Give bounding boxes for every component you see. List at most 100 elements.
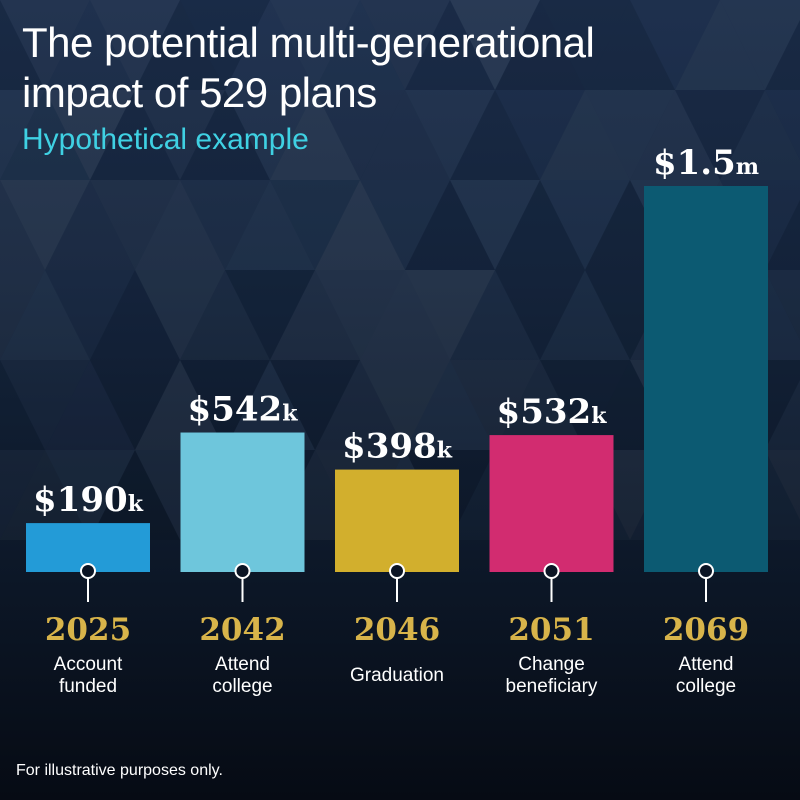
- page-subtitle: Hypothetical example: [22, 123, 309, 156]
- background-facet: [765, 200, 800, 270]
- background-facet: [0, 270, 90, 360]
- background-facet: [0, 90, 45, 180]
- background-facet: [315, 0, 405, 90]
- data-label-2042: $542k: [188, 390, 299, 430]
- background-facet: [90, 0, 180, 90]
- background-facet: [585, 0, 675, 90]
- event-label-line: Graduation: [349, 665, 444, 686]
- background-facet: [765, 380, 800, 450]
- data-label-2025: $190k: [33, 480, 144, 520]
- background-facet: [225, 180, 315, 270]
- year-label-2025: 2025: [45, 612, 131, 648]
- background-facet: [450, 180, 540, 270]
- background-facet: [0, 450, 45, 540]
- background-facet: [360, 270, 450, 360]
- background-facet: [180, 90, 270, 180]
- background-facet: [540, 360, 630, 450]
- background-facet: [180, 360, 270, 450]
- background-facet: [360, 360, 450, 450]
- data-label-2051: $532k: [497, 392, 608, 432]
- event-label: Graduation: [322, 665, 472, 687]
- background-facet: [225, 90, 315, 180]
- background-facet: [270, 360, 360, 450]
- background-facet: [495, 180, 585, 270]
- bar-2042: [180, 432, 305, 572]
- event-label-line: college: [212, 676, 273, 697]
- background-facet: [90, 360, 180, 450]
- background-facet: [270, 270, 360, 360]
- year-label-2051: 2051: [508, 612, 594, 648]
- event-label-line: college: [675, 676, 737, 697]
- event-label-line: Change: [518, 654, 585, 675]
- background-facet: [0, 90, 90, 180]
- background-facet: [450, 0, 540, 90]
- data-label-2069: $1.5m: [653, 143, 759, 183]
- background-facet: [765, 450, 800, 520]
- bar-2046: [335, 469, 459, 572]
- footnote: For illustrative purposes only.: [16, 762, 223, 779]
- background-facet: [360, 180, 450, 270]
- background-facet: [315, 180, 405, 270]
- bar-2069: [644, 186, 768, 572]
- background-facet: [405, 180, 495, 270]
- background-facet: [180, 180, 270, 270]
- year-label-2069: 2069: [663, 612, 749, 648]
- background-facet: [540, 270, 630, 360]
- marker-circle: [234, 563, 251, 579]
- marker-circle: [543, 563, 560, 579]
- background-facet: [450, 270, 540, 360]
- background-facet: [0, 180, 45, 270]
- event-label: Attend college: [631, 654, 781, 698]
- event-label-line: beneficiary: [505, 676, 598, 697]
- background-facet: [585, 90, 675, 180]
- background-facet: [675, 0, 765, 90]
- background-facet: [720, 0, 800, 90]
- background-facet: [90, 180, 180, 270]
- year-label-2042: 2042: [199, 612, 285, 648]
- background-facet: [135, 270, 225, 360]
- bar-2051: [489, 435, 614, 572]
- background-facet: [0, 180, 90, 270]
- background-facet: [225, 270, 315, 360]
- background-facet: [495, 0, 585, 90]
- data-label-2046: $398k: [342, 427, 453, 467]
- year-label-2046: 2046: [354, 612, 440, 648]
- background-facet: [405, 270, 495, 360]
- background-facet: [180, 0, 270, 90]
- background-facet: [270, 90, 360, 180]
- background-facet: [45, 90, 135, 180]
- page-title: The potential multi-generational impact …: [22, 19, 595, 116]
- event-label-line: Attend: [678, 654, 734, 675]
- background-facet: [540, 0, 630, 90]
- marker-circle: [698, 563, 714, 579]
- background-facet: [225, 360, 315, 450]
- background-facet: [270, 180, 360, 270]
- background-facet: [0, 270, 45, 360]
- background-facet: [315, 270, 405, 360]
- event-label: Attend college: [168, 654, 318, 698]
- background-facet: [225, 0, 315, 90]
- background-facet: [135, 360, 225, 450]
- background-facet: [270, 0, 360, 90]
- event-label-line: Account: [53, 654, 123, 675]
- background-facet: [630, 90, 720, 180]
- background-facet: [90, 450, 180, 540]
- background-facet: [135, 0, 225, 90]
- background-facet: [540, 180, 630, 270]
- background-facet: [0, 0, 45, 90]
- background-facet: [450, 360, 540, 450]
- background-facet: [135, 180, 225, 270]
- marker-circle: [80, 563, 96, 579]
- event-label: Change beneficiary: [477, 654, 627, 698]
- event-label-line: funded: [58, 676, 118, 697]
- background-facet: [45, 450, 135, 540]
- event-label: Account funded: [13, 654, 163, 698]
- marker-circle: [389, 563, 405, 579]
- background-facet: [405, 90, 495, 180]
- background-facet: [540, 90, 630, 180]
- background-facet: [405, 360, 495, 450]
- background-facet: [765, 20, 800, 90]
- event-label-line: Attend: [215, 654, 270, 675]
